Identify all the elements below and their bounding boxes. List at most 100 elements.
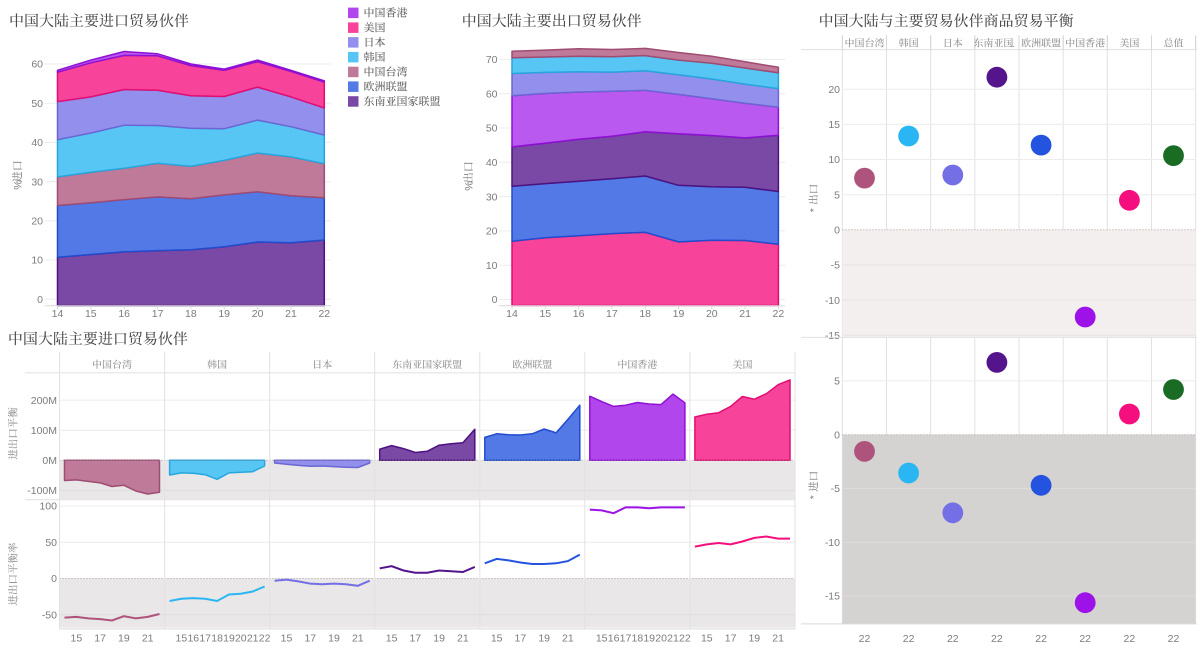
svg-text:50: 50	[31, 98, 43, 110]
svg-text:20: 20	[252, 308, 264, 320]
svg-text:20: 20	[486, 226, 498, 238]
svg-text:10: 10	[828, 154, 840, 166]
svg-text:30: 30	[486, 191, 498, 203]
svg-text:19: 19	[223, 633, 235, 645]
svg-text:17: 17	[199, 633, 211, 645]
svg-text:20: 20	[235, 633, 247, 645]
svg-text:16: 16	[573, 308, 585, 320]
svg-text:22: 22	[859, 633, 871, 645]
svg-text:18: 18	[639, 308, 651, 320]
svg-text:30: 30	[31, 176, 43, 188]
svg-text:22: 22	[903, 633, 915, 645]
svg-text:0: 0	[834, 429, 840, 441]
svg-text:15: 15	[828, 119, 840, 131]
svg-text:%: %	[463, 181, 475, 191]
svg-text:50: 50	[45, 537, 57, 549]
svg-text:%: %	[12, 180, 24, 190]
svg-text:22: 22	[947, 633, 959, 645]
svg-text:17: 17	[725, 633, 737, 645]
svg-text:40: 40	[486, 157, 498, 169]
svg-text:21: 21	[352, 633, 364, 645]
svg-text:17: 17	[304, 633, 316, 645]
svg-text:60: 60	[486, 88, 498, 100]
svg-text:17: 17	[94, 633, 106, 645]
svg-text:21: 21	[562, 633, 574, 645]
svg-text:15: 15	[539, 308, 551, 320]
svg-text:15: 15	[71, 633, 83, 645]
svg-text:19: 19	[673, 308, 685, 320]
svg-text:15: 15	[701, 633, 713, 645]
svg-text:19: 19	[433, 633, 445, 645]
svg-text:15: 15	[176, 633, 188, 645]
svg-text:20: 20	[655, 633, 667, 645]
svg-text:40: 40	[31, 137, 43, 149]
svg-text:16: 16	[187, 633, 199, 645]
svg-text:18: 18	[632, 633, 644, 645]
svg-text:5: 5	[834, 376, 840, 388]
svg-text:0: 0	[834, 225, 840, 237]
svg-text:17: 17	[515, 633, 527, 645]
svg-text:22: 22	[1168, 633, 1180, 645]
svg-text:18: 18	[185, 308, 197, 320]
svg-text:100: 100	[39, 501, 57, 513]
svg-text:16: 16	[608, 633, 620, 645]
svg-text:19: 19	[218, 308, 230, 320]
svg-text:*: *	[808, 208, 820, 212]
svg-text:22: 22	[318, 308, 330, 320]
svg-text:19: 19	[538, 633, 550, 645]
svg-text:15: 15	[596, 633, 608, 645]
svg-text:22: 22	[773, 308, 785, 320]
svg-text:14: 14	[506, 308, 518, 320]
svg-text:10: 10	[31, 255, 43, 267]
svg-text:100M: 100M	[31, 425, 57, 437]
svg-text:60: 60	[31, 59, 43, 71]
svg-text:0: 0	[37, 294, 43, 306]
svg-text:22: 22	[1079, 633, 1091, 645]
svg-text:14: 14	[52, 308, 64, 320]
svg-text:20: 20	[828, 84, 840, 96]
svg-text:15: 15	[491, 633, 503, 645]
svg-text:19: 19	[643, 633, 655, 645]
svg-text:..: ..	[1010, 39, 1016, 50]
svg-text:-5: -5	[831, 260, 840, 272]
svg-text:15: 15	[386, 633, 398, 645]
svg-text:17: 17	[409, 633, 421, 645]
svg-text:22: 22	[1124, 633, 1136, 645]
svg-text:21: 21	[142, 633, 154, 645]
svg-text:21: 21	[667, 633, 679, 645]
svg-text:*: *	[808, 495, 820, 499]
svg-text:17: 17	[620, 633, 632, 645]
svg-text:200M: 200M	[31, 395, 57, 407]
svg-text:5: 5	[834, 189, 840, 201]
svg-text:21: 21	[285, 308, 297, 320]
svg-text:21: 21	[457, 633, 469, 645]
svg-text:17: 17	[152, 308, 164, 320]
svg-text:-5: -5	[831, 483, 840, 495]
svg-text:-15: -15	[825, 330, 840, 342]
svg-text:50: 50	[486, 123, 498, 135]
svg-text:15: 15	[85, 308, 97, 320]
svg-text:22: 22	[991, 633, 1003, 645]
svg-text:10: 10	[486, 260, 498, 272]
svg-text:16: 16	[118, 308, 130, 320]
svg-text:-10: -10	[825, 295, 840, 307]
svg-text:17: 17	[606, 308, 618, 320]
svg-text:22: 22	[1035, 633, 1047, 645]
svg-text:-50: -50	[42, 609, 57, 621]
svg-text:0: 0	[492, 294, 498, 306]
svg-text:0M: 0M	[42, 455, 57, 467]
svg-text:19: 19	[118, 633, 130, 645]
svg-text:-100M: -100M	[27, 485, 57, 497]
svg-text:20: 20	[31, 216, 43, 228]
svg-text:21: 21	[772, 633, 784, 645]
svg-text:0: 0	[51, 573, 57, 585]
svg-text:18: 18	[211, 633, 223, 645]
svg-text:20: 20	[706, 308, 718, 320]
svg-text:22: 22	[679, 633, 691, 645]
svg-text:22: 22	[259, 633, 271, 645]
svg-text:15: 15	[281, 633, 293, 645]
svg-text:19: 19	[328, 633, 340, 645]
svg-text:70: 70	[486, 54, 498, 66]
svg-text:21: 21	[739, 308, 751, 320]
svg-text:-10: -10	[825, 537, 840, 549]
